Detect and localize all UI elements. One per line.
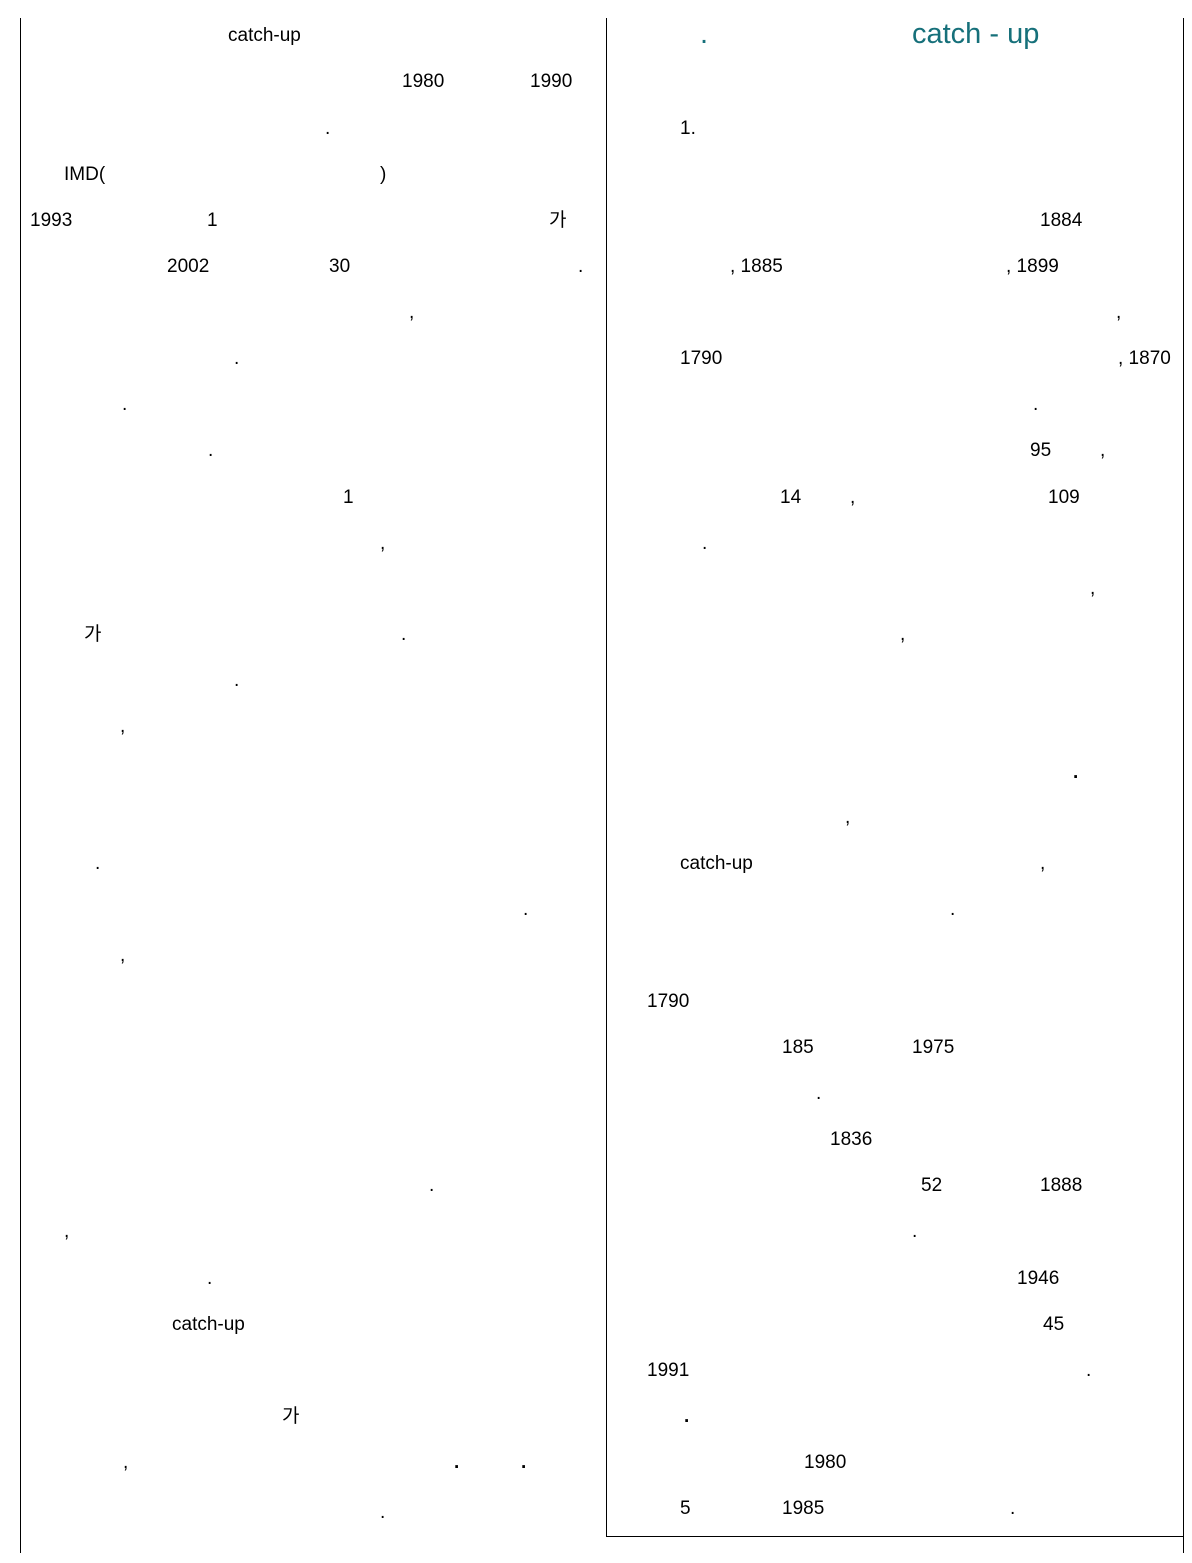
text-fragment: 1980 xyxy=(402,71,445,92)
text-fragment: . xyxy=(684,1406,690,1427)
text-fragment: 52 xyxy=(921,1175,943,1196)
column-divider-rule xyxy=(606,18,607,1536)
text-fragment: , xyxy=(1100,440,1106,461)
text-fragment: 1946 xyxy=(1017,1268,1060,1289)
text-fragment: catch-up xyxy=(172,1314,245,1335)
text-fragment: 45 xyxy=(1043,1314,1065,1335)
text-fragment: 1884 xyxy=(1040,210,1083,231)
text-fragment: 2002 xyxy=(167,256,210,277)
text-fragment: . xyxy=(401,624,407,645)
text-fragment: , 1870 xyxy=(1118,348,1171,369)
right-margin-rule xyxy=(1183,18,1184,1553)
text-fragment: , xyxy=(1090,578,1096,599)
text-fragment: 185 xyxy=(782,1037,814,1058)
text-fragment: . xyxy=(950,899,956,920)
text-fragment: 가 xyxy=(84,624,102,645)
text-fragment: 1990 xyxy=(530,71,573,92)
text-fragment: . xyxy=(521,1452,527,1473)
text-fragment: . xyxy=(578,256,584,277)
text-fragment: . xyxy=(122,394,128,415)
text-fragment: . xyxy=(1033,394,1039,415)
bottom-rule xyxy=(606,1536,1184,1537)
text-fragment: 1790 xyxy=(647,991,690,1012)
text-fragment: catch-up xyxy=(228,25,301,46)
text-fragment: , 1885 xyxy=(730,256,783,277)
text-fragment: . xyxy=(429,1175,435,1196)
text-fragment: , xyxy=(123,1452,129,1473)
text-fragment: . xyxy=(1073,762,1079,783)
section-heading: catch - up xyxy=(912,18,1040,50)
text-fragment: 1888 xyxy=(1040,1175,1083,1196)
text-fragment: catch-up xyxy=(680,853,753,874)
text-fragment: . xyxy=(207,1268,213,1289)
text-fragment: . xyxy=(234,348,240,369)
text-fragment: 109 xyxy=(1048,487,1080,508)
text-fragment: 1980 xyxy=(804,1452,847,1473)
text-fragment: 1836 xyxy=(830,1129,873,1150)
text-fragment: 95 xyxy=(1030,440,1052,461)
text-fragment: , xyxy=(120,945,126,966)
text-fragment: . xyxy=(380,1502,386,1523)
text-fragment: 5 xyxy=(680,1498,691,1519)
text-fragment: , xyxy=(845,807,851,828)
text-fragment: 1790 xyxy=(680,348,723,369)
text-fragment: , xyxy=(1040,853,1046,874)
text-fragment: 30 xyxy=(329,256,351,277)
text-fragment: . xyxy=(1010,1498,1016,1519)
text-fragment: , xyxy=(409,302,415,323)
text-fragment: . xyxy=(816,1083,822,1104)
text-fragment: 14 xyxy=(780,487,802,508)
text-fragment: . xyxy=(234,670,240,691)
text-fragment: . xyxy=(912,1221,918,1242)
text-fragment: 가 xyxy=(282,1406,300,1427)
text-fragment: . xyxy=(95,853,101,874)
text-fragment: . xyxy=(1086,1360,1092,1381)
text-fragment: 1993 xyxy=(30,210,73,231)
text-fragment: ) xyxy=(380,164,387,185)
text-fragment: , 1899 xyxy=(1006,256,1059,277)
text-fragment: 가 xyxy=(549,210,567,231)
text-fragment: . xyxy=(208,440,214,461)
text-fragment: 1985 xyxy=(782,1498,825,1519)
text-fragment: 1991 xyxy=(647,1360,690,1381)
text-fragment: 1 xyxy=(207,210,218,231)
text-fragment: , xyxy=(380,533,386,554)
text-fragment: IMD( xyxy=(64,164,106,185)
text-fragment: . xyxy=(702,533,708,554)
text-fragment: 1 xyxy=(343,487,354,508)
text-fragment: , xyxy=(900,624,906,645)
text-fragment: , xyxy=(850,487,856,508)
text-fragment: 1. xyxy=(680,118,696,139)
text-fragment: , xyxy=(120,716,126,737)
text-fragment: . xyxy=(523,899,529,920)
text-fragment: , xyxy=(1116,302,1122,323)
section-heading-dot: . xyxy=(700,18,709,50)
text-fragment: 1975 xyxy=(912,1037,955,1058)
text-fragment: . xyxy=(325,118,331,139)
text-fragment: . xyxy=(454,1452,460,1473)
left-margin-rule xyxy=(20,18,21,1553)
text-fragment: , xyxy=(64,1221,70,1242)
